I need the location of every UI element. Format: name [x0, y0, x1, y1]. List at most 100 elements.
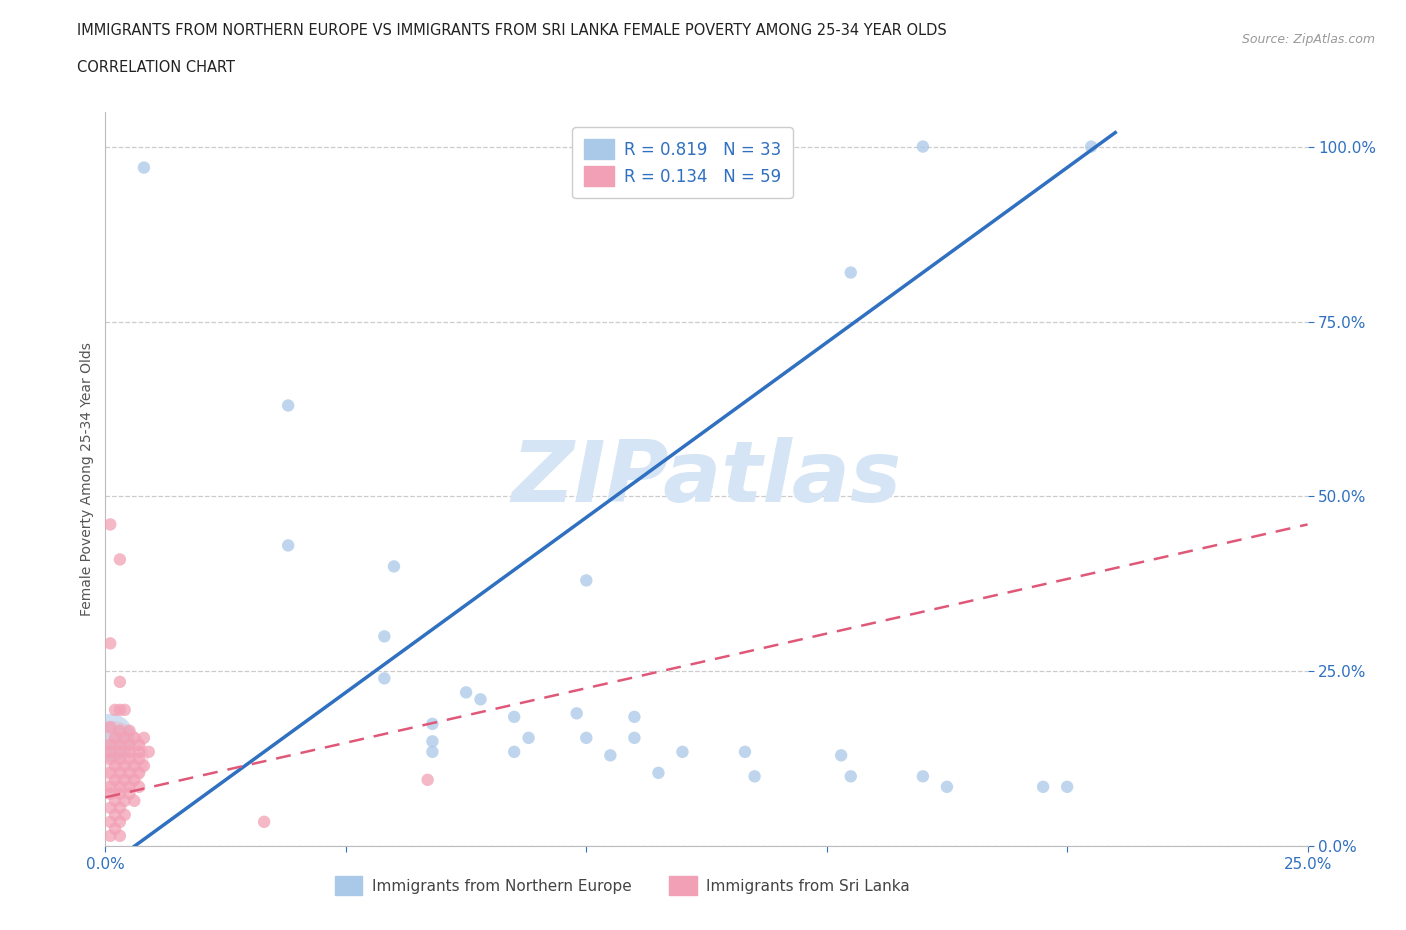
- Point: [114, 807, 136, 822]
- Point: [118, 724, 141, 738]
- Point: [98, 636, 121, 651]
- Point: [422, 744, 444, 759]
- Point: [104, 821, 127, 836]
- Point: [671, 744, 693, 759]
- Point: [911, 769, 934, 784]
- Point: [98, 815, 121, 830]
- Point: [104, 758, 127, 773]
- Point: [108, 674, 131, 689]
- Point: [132, 160, 155, 175]
- Point: [118, 744, 141, 759]
- Point: [124, 730, 146, 745]
- Point: [253, 815, 276, 830]
- Point: [98, 744, 121, 759]
- Point: [108, 737, 131, 752]
- Point: [98, 517, 121, 532]
- Point: [108, 552, 131, 567]
- Point: [599, 748, 621, 763]
- Text: ZIPatlas: ZIPatlas: [512, 437, 901, 521]
- Point: [1080, 140, 1102, 154]
- Point: [108, 751, 131, 766]
- Point: [118, 737, 141, 752]
- Point: [839, 265, 862, 280]
- Point: [382, 559, 405, 574]
- Point: [114, 758, 136, 773]
- Point: [108, 829, 131, 844]
- Point: [470, 692, 492, 707]
- Point: [132, 730, 155, 745]
- Point: [277, 538, 299, 552]
- Text: Source: ZipAtlas.com: Source: ZipAtlas.com: [1241, 33, 1375, 46]
- Point: [118, 779, 141, 794]
- Point: [108, 744, 131, 759]
- Point: [623, 710, 645, 724]
- Text: CORRELATION CHART: CORRELATION CHART: [77, 60, 235, 75]
- Point: [128, 737, 150, 752]
- Point: [104, 730, 127, 745]
- Point: [98, 765, 121, 780]
- Point: [575, 730, 598, 745]
- Point: [911, 140, 934, 154]
- Point: [503, 710, 526, 724]
- Text: IMMIGRANTS FROM NORTHERN EUROPE VS IMMIGRANTS FROM SRI LANKA FEMALE POVERTY AMON: IMMIGRANTS FROM NORTHERN EUROPE VS IMMIG…: [77, 23, 948, 38]
- Point: [454, 684, 477, 699]
- Point: [118, 765, 141, 780]
- Point: [108, 702, 131, 717]
- Point: [124, 793, 146, 808]
- Point: [936, 779, 959, 794]
- Point: [373, 629, 395, 644]
- Point: [277, 398, 299, 413]
- Point: [422, 716, 444, 731]
- Point: [830, 748, 852, 763]
- Point: [104, 702, 127, 717]
- Point: [124, 773, 146, 788]
- Point: [98, 751, 121, 766]
- Point: [114, 730, 136, 745]
- Point: [128, 779, 150, 794]
- Point: [128, 751, 150, 766]
- Point: [575, 573, 598, 588]
- Point: [98, 751, 121, 766]
- Point: [623, 730, 645, 745]
- Point: [1056, 779, 1078, 794]
- Point: [839, 769, 862, 784]
- Point: [138, 744, 160, 759]
- Point: [503, 744, 526, 759]
- Point: [108, 724, 131, 738]
- Point: [104, 773, 127, 788]
- Legend: Immigrants from Northern Europe, Immigrants from Sri Lanka: Immigrants from Northern Europe, Immigra…: [329, 870, 915, 901]
- Point: [104, 793, 127, 808]
- Point: [416, 773, 439, 788]
- Point: [128, 744, 150, 759]
- Point: [98, 801, 121, 816]
- Point: [108, 801, 131, 816]
- Point: [114, 773, 136, 788]
- Point: [108, 765, 131, 780]
- Point: [98, 787, 121, 802]
- Point: [108, 779, 131, 794]
- Point: [104, 807, 127, 822]
- Point: [118, 751, 141, 766]
- Point: [565, 706, 588, 721]
- Point: [98, 730, 121, 745]
- Point: [1032, 779, 1054, 794]
- Point: [373, 671, 395, 685]
- Point: [114, 702, 136, 717]
- Point: [734, 744, 756, 759]
- Point: [422, 734, 444, 749]
- Y-axis label: Female Poverty Among 25-34 Year Olds: Female Poverty Among 25-34 Year Olds: [80, 342, 94, 616]
- Point: [108, 815, 131, 830]
- Point: [132, 758, 155, 773]
- Point: [98, 720, 121, 735]
- Point: [118, 787, 141, 802]
- Point: [108, 787, 131, 802]
- Point: [98, 779, 121, 794]
- Point: [128, 765, 150, 780]
- Point: [744, 769, 766, 784]
- Point: [114, 793, 136, 808]
- Point: [98, 737, 121, 752]
- Point: [124, 758, 146, 773]
- Point: [98, 829, 121, 844]
- Point: [647, 765, 669, 780]
- Point: [517, 730, 540, 745]
